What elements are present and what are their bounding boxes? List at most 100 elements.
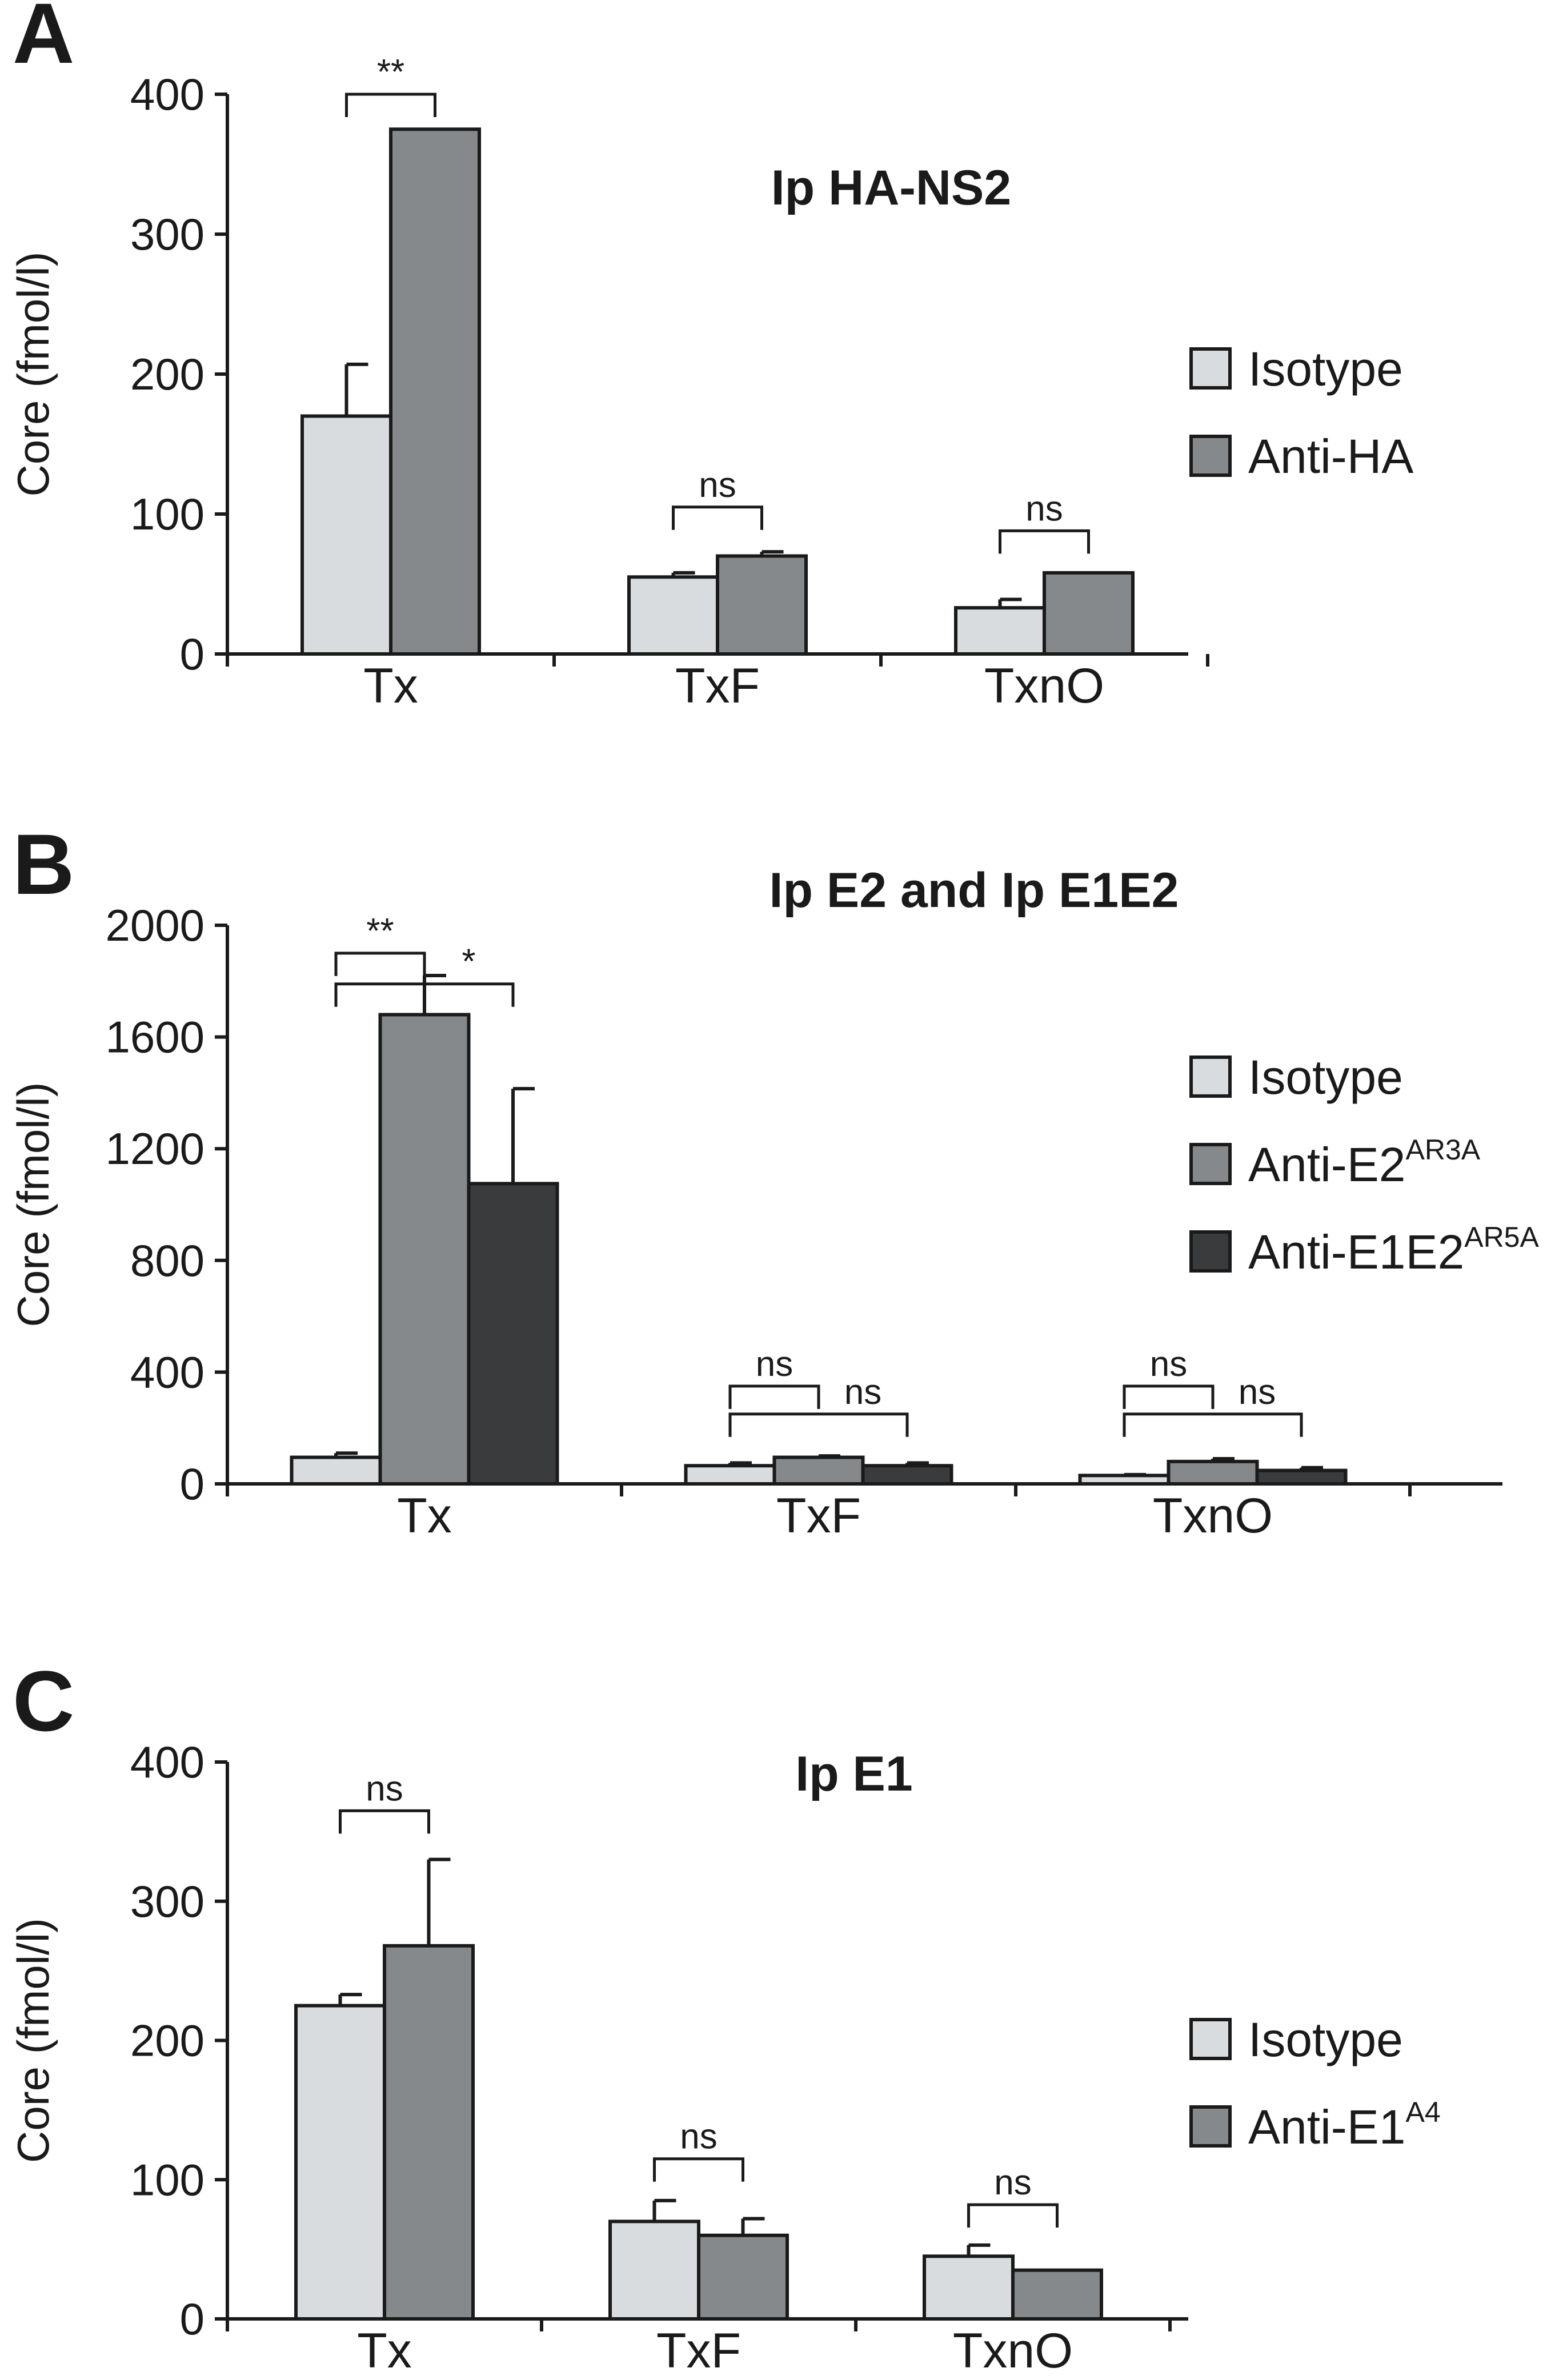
bar-txno-anti-e2ar3a xyxy=(1167,1459,1259,1486)
bar-tx-anti-e1a4 xyxy=(383,1944,475,2321)
bar-txno-isotype xyxy=(923,2254,1015,2321)
x-category-label: TxnO xyxy=(984,659,1104,713)
x-category-label: TxF xyxy=(656,2323,741,2378)
significance-bracket xyxy=(653,2157,744,2182)
x-category-label: TxF xyxy=(776,1488,861,1543)
bar-txno-anti-e1e2ar5a xyxy=(1255,1468,1348,1486)
legend-label-text: Isotype xyxy=(1248,342,1403,396)
significance-label: ns xyxy=(1150,1344,1187,1384)
bar-tx-anti-e1e2ar5a xyxy=(467,1182,559,1486)
bar-txno-anti-ha xyxy=(1043,571,1135,656)
bar-txf-anti-e1e2ar5a xyxy=(861,1464,953,1486)
bar-tx-anti-ha xyxy=(389,127,481,656)
chart-panel-B: B Ip E2 and Ip E1E2 Core (fmol/l) 0 400 800 12… xyxy=(8,816,1539,1543)
legend-label: Anti-E2AR3A xyxy=(1248,1134,1481,1191)
y-tick-label: 400 xyxy=(130,69,205,119)
chart-panel-C: C Ip E1 Core (fmol/l) 0 100 200 300 400 Tx TxF Txn… xyxy=(8,1653,1441,2378)
legend-swatch xyxy=(1189,1055,1232,1098)
bar-tx-isotype xyxy=(290,1455,382,1486)
significance-bracket xyxy=(345,93,436,117)
legend-label-superscript: AR3A xyxy=(1405,1134,1480,1166)
y-tick-label: 400 xyxy=(130,1347,205,1397)
bar-txf-anti-e1a4 xyxy=(697,2233,789,2321)
bar-txf-anti-e2ar3a xyxy=(772,1455,865,1486)
x-category-label: TxnO xyxy=(953,2323,1073,2378)
significance-bracket xyxy=(339,1809,430,1834)
legend-label-superscript: AR5A xyxy=(1464,1221,1539,1253)
y-axis-label: Core (fmol/l) xyxy=(8,251,58,496)
y-tick-label: 800 xyxy=(130,1235,205,1286)
legend-label: Isotype xyxy=(1248,2013,1403,2066)
bar-txf-isotype xyxy=(684,1464,776,1486)
y-tick-label: 400 xyxy=(130,1737,205,1787)
significance-bracket xyxy=(728,1412,909,1437)
significance-label: ** xyxy=(366,912,394,951)
panel-letter: A xyxy=(13,0,74,81)
legend-label: Anti-E1E2AR5A xyxy=(1248,1221,1539,1279)
legend-label: Anti-HA xyxy=(1248,430,1413,483)
legend-label-superscript: A4 xyxy=(1405,2096,1440,2128)
y-tick-label: 300 xyxy=(130,1876,205,1927)
legend-swatch xyxy=(1189,435,1232,477)
significance-label: ns xyxy=(699,465,736,505)
panel-letter: B xyxy=(13,816,74,912)
significance-bracket xyxy=(672,505,763,530)
legend-label-text: Anti-E1 xyxy=(1248,2100,1405,2154)
significance-bracket xyxy=(1123,1384,1215,1409)
y-tick-label: 200 xyxy=(130,349,205,399)
panel-letter: C xyxy=(13,1653,74,1749)
x-category-label: TxnO xyxy=(1153,1488,1273,1543)
y-axis-label: Core (fmol/l) xyxy=(8,1082,58,1327)
y-tick-label: 100 xyxy=(130,489,205,539)
legend-swatch xyxy=(1189,2018,1232,2060)
legend-swatch xyxy=(1189,1230,1232,1273)
y-tick-label: 1200 xyxy=(105,1123,205,1174)
bar-txf-isotype xyxy=(627,575,719,656)
significance-label: ns xyxy=(1239,1372,1276,1412)
significance-label: ns xyxy=(844,1372,881,1412)
legend-label-text: Anti-E1E2 xyxy=(1248,1225,1464,1279)
significance-bracket xyxy=(1123,1412,1303,1437)
chart-title: Ip HA-NS2 xyxy=(771,160,1011,215)
significance-bracket xyxy=(728,1384,820,1409)
significance-bracket xyxy=(999,529,1090,554)
legend-swatch xyxy=(1189,2105,1232,2148)
chart-title: Ip E2 and Ip E1E2 xyxy=(770,863,1179,918)
chart-panel-A: A Ip HA-NS2 Core (fmol/l) 0 100 200 300 400 Tx Tx… xyxy=(8,0,1413,713)
significance-bracket xyxy=(967,2203,1059,2228)
y-tick-label: 300 xyxy=(130,209,205,259)
significance-label: ns xyxy=(1025,489,1063,528)
significance-label: * xyxy=(462,942,475,982)
y-tick-label: 1600 xyxy=(105,1012,205,1062)
bar-tx-isotype xyxy=(300,414,392,656)
chart-title: Ip E1 xyxy=(795,1747,913,1801)
y-tick-label: 0 xyxy=(180,2294,205,2344)
y-tick-label: 200 xyxy=(130,2016,205,2066)
significance-label: ** xyxy=(377,53,404,92)
legend-swatch xyxy=(1189,347,1232,390)
bar-txno-isotype xyxy=(1078,1474,1171,1486)
y-tick-label: 2000 xyxy=(105,900,205,950)
significance-label: ns xyxy=(366,1769,403,1808)
legend-label-text: Isotype xyxy=(1248,2013,1403,2066)
bar-txf-anti-ha xyxy=(716,554,808,656)
y-tick-label: 100 xyxy=(130,2154,205,2205)
x-category-label: TxF xyxy=(675,659,760,713)
x-category-label: Tx xyxy=(357,2323,412,2378)
legend-label: Isotype xyxy=(1248,342,1403,396)
legend-label-text: Anti-HA xyxy=(1248,430,1413,483)
legend-label: Anti-E1A4 xyxy=(1248,2096,1441,2154)
significance-bracket xyxy=(334,982,515,1007)
x-category-label: Tx xyxy=(397,1488,452,1543)
y-axis-label: Core (fmol/l) xyxy=(8,1918,58,2163)
bar-tx-isotype xyxy=(294,2004,386,2321)
legend-swatch xyxy=(1189,1143,1232,1185)
bar-tx-anti-e2ar3a xyxy=(378,1013,471,1486)
significance-label: ns xyxy=(994,2163,1031,2202)
significance-label: ns xyxy=(756,1344,793,1384)
bar-txno-anti-e1a4 xyxy=(1011,2268,1103,2321)
y-tick-label: 0 xyxy=(180,629,205,679)
significance-label: ns xyxy=(680,2117,717,2157)
bar-txf-isotype xyxy=(608,2220,700,2321)
